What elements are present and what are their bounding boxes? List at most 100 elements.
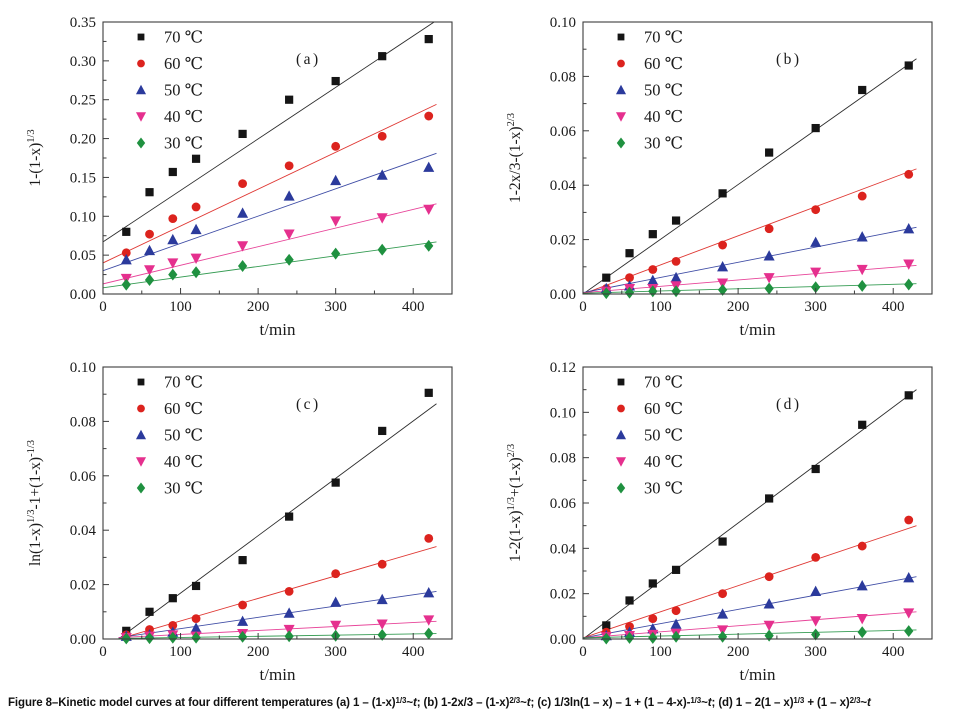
triangle-up-marker [330, 174, 342, 186]
triangle-up-marker [717, 261, 729, 272]
triangle-down-marker [135, 112, 147, 122]
triangle-up-marker [670, 618, 682, 629]
caption-superscript: 2/3 [849, 695, 861, 705]
circle-marker [121, 248, 131, 258]
triangle-down-marker [283, 624, 295, 636]
series-60℃ [601, 515, 914, 637]
diamond-marker [718, 630, 728, 643]
circle-marker [284, 586, 294, 596]
legend-label: 30 ℃ [644, 134, 683, 153]
diamond-marker [904, 278, 914, 291]
square-marker [648, 579, 657, 588]
triangle-down-marker [615, 112, 627, 122]
legend-label: 30 ℃ [164, 479, 203, 498]
circle-marker [718, 589, 728, 599]
y-axis-label: 1-(1-x)1/3 [26, 129, 44, 186]
x-tick-label: 200 [247, 644, 270, 660]
triangle-down-marker [423, 615, 435, 626]
triangle-down-marker [856, 614, 868, 625]
triangle-up-marker [135, 84, 147, 95]
triangle-down-marker [763, 273, 775, 284]
diamond-marker [136, 137, 146, 149]
caption-text: Figure 8–Kinetic model curves at four di… [8, 697, 396, 709]
caption-superscript: 2/3 [509, 695, 521, 705]
square-marker [671, 216, 681, 225]
triangle-up-marker [376, 169, 388, 180]
square-marker [331, 478, 340, 487]
legend-item: 50 ℃ [615, 81, 683, 100]
triangle-down-marker [330, 620, 342, 632]
triangle-down-marker [190, 253, 202, 265]
square-marker [648, 230, 657, 239]
y-tick-label: 0.15 [70, 170, 96, 186]
circle-marker [137, 59, 145, 68]
caption-text: t [707, 697, 712, 709]
x-tick-label: 400 [402, 644, 425, 660]
legend-item: 50 ℃ [615, 426, 683, 445]
circle-marker [331, 141, 341, 151]
x-tick-label: 200 [247, 299, 270, 315]
legend-label: 70 ℃ [644, 373, 683, 392]
legend-item: 70 ℃ [137, 28, 203, 47]
y-tick-label: 0.06 [550, 124, 577, 140]
diamond-marker [904, 625, 914, 638]
circle-marker [168, 620, 178, 630]
y-tick-label: 0.08 [550, 451, 576, 467]
triangle-up-marker [856, 231, 868, 242]
panel-tag: (d) [776, 396, 802, 413]
square-marker [168, 594, 177, 603]
series-70℃ [602, 391, 913, 630]
legend-label: 50 ℃ [644, 81, 683, 100]
diamond-marker [121, 278, 131, 291]
diamond-marker [624, 631, 635, 644]
legend-label: 60 ℃ [644, 54, 683, 73]
triangle-up-marker [283, 607, 295, 618]
triangle-up-marker [903, 572, 915, 583]
y-tick-label: 0.00 [70, 632, 96, 648]
square-marker [331, 76, 340, 86]
triangle-up-marker [237, 615, 249, 626]
diamond-marker [331, 247, 341, 260]
fit-line [583, 58, 917, 294]
circle-marker [331, 569, 341, 579]
caption-text: ~ [520, 697, 527, 709]
square-marker [285, 95, 294, 104]
legend-item: 60 ℃ [137, 399, 203, 418]
circle-marker [617, 404, 625, 413]
diamond-marker [191, 266, 201, 279]
legend-item: 30 ℃ [616, 134, 683, 153]
square-marker [904, 61, 913, 70]
triangle-up-marker [423, 161, 435, 172]
triangle-down-marker [717, 625, 729, 636]
series-70℃ [122, 34, 433, 236]
circle-marker [625, 273, 634, 283]
square-marker [122, 227, 131, 236]
y-tick-label: 0.05 [70, 248, 96, 264]
diamond-marker [764, 629, 774, 642]
circle-marker [648, 614, 658, 624]
y-tick-label: 0.00 [70, 287, 96, 303]
circle-marker [191, 202, 201, 212]
series-50℃ [120, 587, 435, 641]
triangle-down-marker [330, 216, 342, 227]
legend-item: 30 ℃ [616, 479, 683, 498]
triangle-up-marker [190, 622, 202, 633]
square-marker [378, 426, 387, 436]
x-tick-label: 400 [882, 299, 905, 315]
square-marker [811, 464, 820, 474]
legend-label: 70 ℃ [644, 28, 683, 47]
y-tick-label: 0.10 [70, 209, 96, 225]
x-tick-label: 300 [804, 299, 827, 315]
triangle-up-marker [376, 593, 388, 605]
square-marker [625, 249, 634, 258]
caption-text: t [867, 697, 871, 709]
circle-marker [424, 111, 434, 121]
circle-marker [648, 265, 658, 274]
caption-text: t [413, 697, 417, 709]
triangle-up-marker [647, 274, 659, 285]
triangle-up-marker [763, 250, 775, 261]
triangle-down-marker [376, 619, 388, 630]
diamond-marker [424, 627, 434, 640]
triangle-up-marker [330, 596, 342, 607]
x-tick-label: 0 [579, 644, 587, 660]
